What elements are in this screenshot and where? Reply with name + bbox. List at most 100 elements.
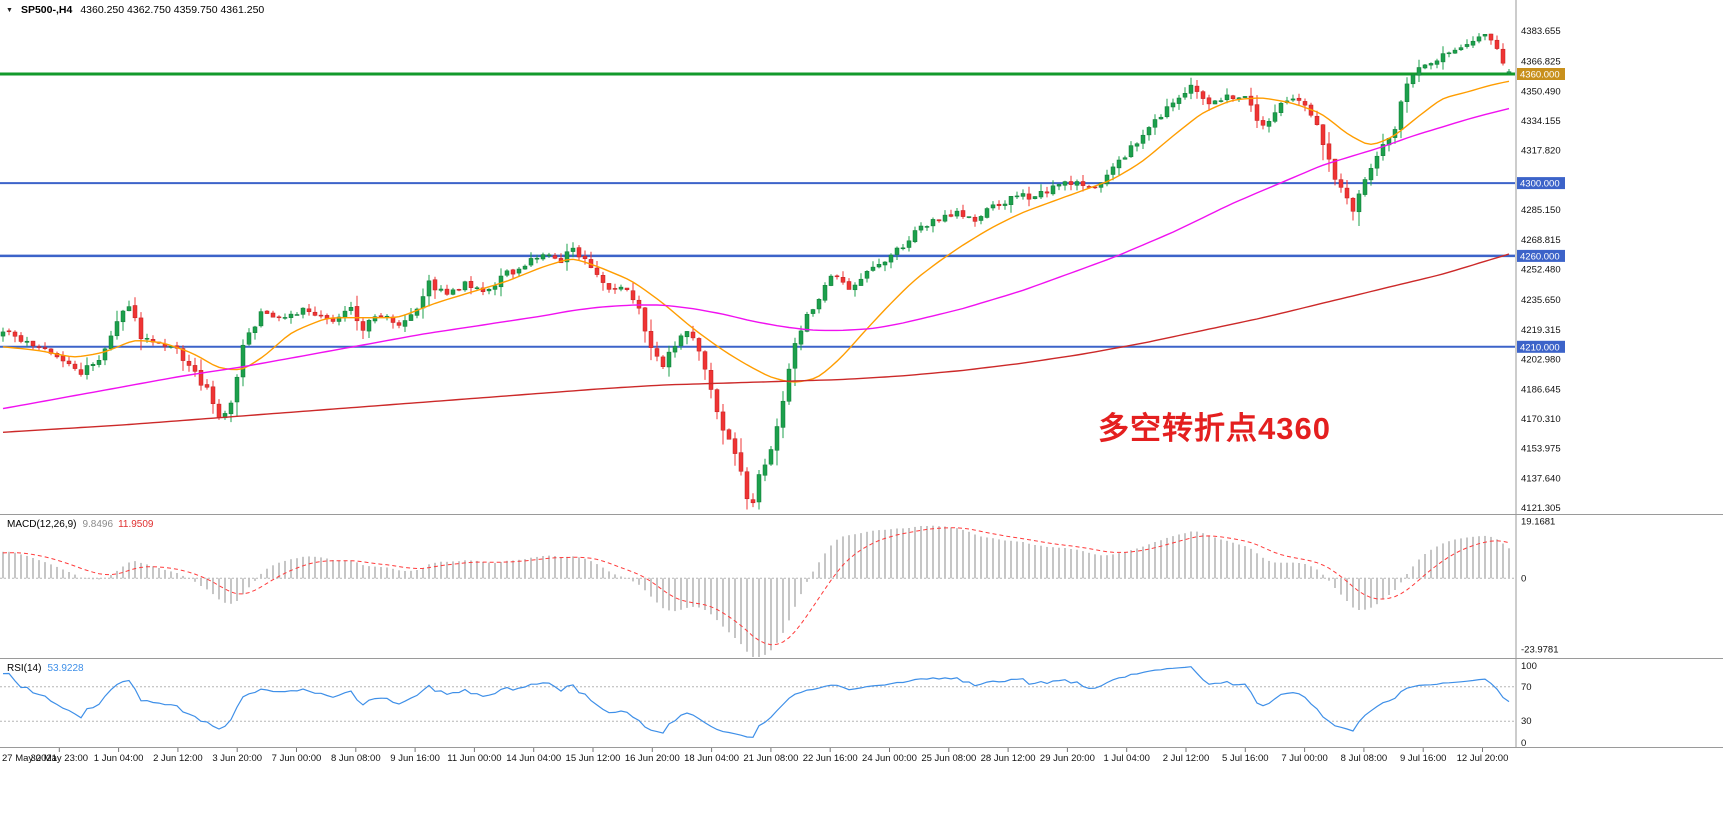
candle-down xyxy=(1200,91,1206,99)
candle-up xyxy=(522,265,528,270)
candle-down xyxy=(12,331,18,337)
time-axis-label: 24 Jun 00:00 xyxy=(862,753,917,764)
candle-down xyxy=(750,499,756,504)
macd-axis-label: -23.9781 xyxy=(1521,645,1559,656)
candle-up xyxy=(1464,44,1470,47)
candle-up xyxy=(564,251,570,263)
candle-up xyxy=(912,230,918,243)
candle-up xyxy=(1116,159,1122,169)
candle-down xyxy=(138,317,144,340)
time-axis-label: 11 Jun 00:00 xyxy=(447,753,501,764)
candle-up xyxy=(930,219,936,227)
candle-down xyxy=(996,203,1002,206)
time-axis-label: 15 Jun 12:00 xyxy=(566,753,621,764)
candle-up xyxy=(1446,52,1452,55)
candle-down xyxy=(66,360,72,365)
candle-up xyxy=(852,284,858,291)
candle-down xyxy=(6,330,12,333)
price-axis-label: 4170.310 xyxy=(1521,414,1561,425)
collapse-indicator-icon[interactable]: ▼ xyxy=(6,6,13,14)
candle-down xyxy=(636,299,642,309)
candle-up xyxy=(780,400,786,428)
candle-down xyxy=(78,369,84,375)
candle-up xyxy=(1014,195,1020,198)
candle-down xyxy=(972,216,978,222)
price-tag xyxy=(1517,249,1565,262)
ohlc-readout: 4360.250 4362.750 4359.750 4361.250 xyxy=(80,4,265,16)
macd-main-value: 9.8496 xyxy=(82,519,114,530)
candle-down xyxy=(1494,39,1500,49)
candle-down xyxy=(1260,120,1266,126)
ma-fast-orange xyxy=(2,80,1510,383)
candle-down xyxy=(630,290,636,301)
time-axis-label: 14 Jun 04:00 xyxy=(506,753,561,764)
candle-up xyxy=(786,368,792,402)
candle-up xyxy=(126,306,132,312)
candle-down xyxy=(582,255,588,259)
candle-up xyxy=(426,280,432,297)
candle-down xyxy=(264,310,270,314)
candle-up xyxy=(954,210,960,217)
price-axis-label: 4186.645 xyxy=(1521,384,1561,395)
candle-up xyxy=(348,307,354,311)
candle-down xyxy=(60,355,66,362)
candle-up xyxy=(1440,53,1446,63)
candle-up xyxy=(942,214,948,222)
candle-up xyxy=(102,348,108,361)
candle-down xyxy=(606,283,612,290)
candle-up xyxy=(1074,181,1080,186)
candle-up xyxy=(1404,83,1410,102)
time-axis-label: 22 Jun 16:00 xyxy=(803,753,858,764)
candle-down xyxy=(306,308,312,312)
candle-up xyxy=(96,360,102,365)
candle-up xyxy=(1038,191,1044,198)
candle-down xyxy=(1230,95,1236,99)
candle-down xyxy=(36,346,42,348)
candle-down xyxy=(1332,158,1338,180)
candle-down xyxy=(1338,179,1344,188)
candle-up xyxy=(492,285,498,290)
candle-up xyxy=(90,364,96,366)
candle-up xyxy=(1218,100,1224,102)
candle-up xyxy=(24,340,30,343)
price-tag xyxy=(1517,177,1565,190)
candle-down xyxy=(318,314,324,317)
candle-up xyxy=(246,332,252,345)
candle-down xyxy=(468,281,474,288)
price-axis-label: 4235.650 xyxy=(1521,295,1561,306)
candle-up xyxy=(1368,168,1374,181)
candle-up xyxy=(288,313,294,318)
candle-up xyxy=(888,254,894,263)
candle-up xyxy=(0,331,6,337)
candle-up xyxy=(1266,121,1272,127)
candle-up xyxy=(240,344,246,378)
candle-down xyxy=(1044,191,1050,194)
candle-up xyxy=(528,258,534,266)
candle-down xyxy=(654,348,660,357)
candle-down xyxy=(1026,193,1032,200)
macd-histogram xyxy=(2,525,1510,657)
candle-up xyxy=(1146,127,1152,136)
candle-down xyxy=(552,255,558,259)
candle-down xyxy=(312,311,318,316)
candle-up xyxy=(1428,63,1434,66)
candle-up xyxy=(1164,106,1170,118)
candle-up xyxy=(816,299,822,310)
candle-down xyxy=(456,289,462,291)
ma-slow-red xyxy=(2,253,1510,433)
candle-down xyxy=(432,279,438,291)
rsi-indicator-label: RSI(14) 53.9228 xyxy=(7,663,84,674)
candle-up xyxy=(1410,74,1416,85)
candle-down xyxy=(642,307,648,332)
candle-up xyxy=(450,289,456,295)
candle-down xyxy=(1326,143,1332,160)
candle-down xyxy=(1500,48,1506,64)
price-tag xyxy=(1517,340,1565,353)
annotation-text: 多空转折点4360 xyxy=(1098,411,1331,446)
candle-down xyxy=(834,275,840,278)
rsi-value: 53.9228 xyxy=(47,663,84,674)
candle-up xyxy=(1278,102,1284,113)
price-axis-label: 4252.480 xyxy=(1521,265,1561,276)
time-axis-label: 8 Jul 08:00 xyxy=(1341,753,1387,764)
